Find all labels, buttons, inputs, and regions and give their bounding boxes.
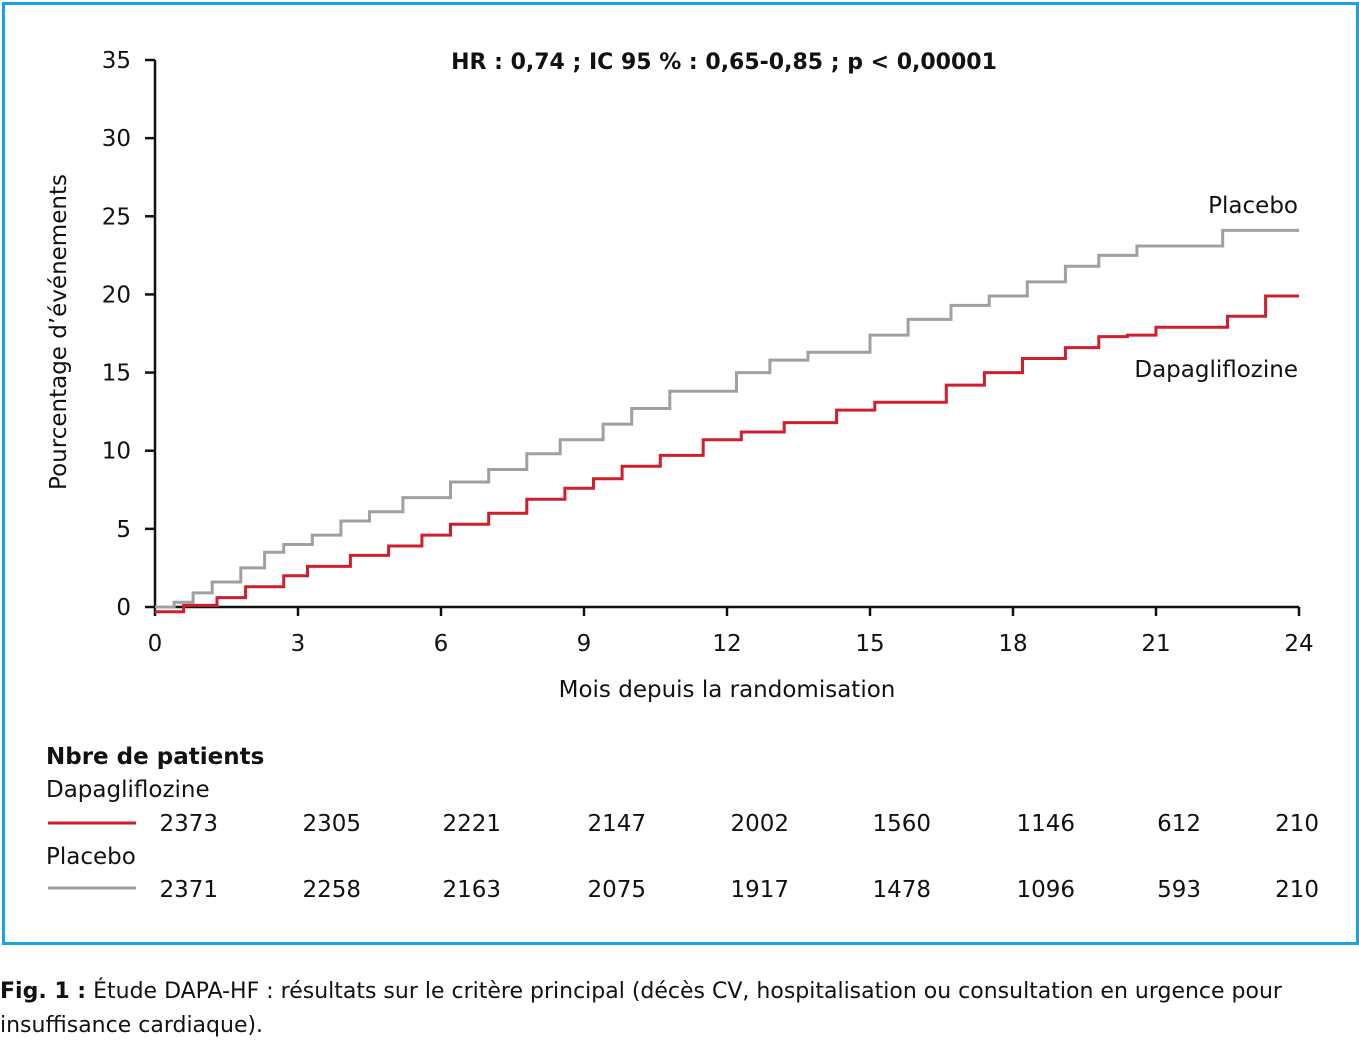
y-tick-label: 20 [102,282,131,308]
hazard-ratio-annotation: HR : 0,74 ; IC 95 % : 0,65-0,85 ; p < 0,… [451,50,997,75]
figure-caption: Fig. 1 : Étude DAPA-HF : résultats sur l… [0,975,1359,1043]
series-label-placebo: Placebo [1208,193,1298,219]
risk-row-name-placebo: Placebo [46,844,136,870]
x-tick-label: 6 [434,631,449,657]
risk-value: 2147 [587,811,646,837]
risk-value: 612 [1157,811,1201,837]
risk-value: 2305 [302,811,361,837]
y-tick-label: 25 [102,204,131,230]
chart-series [155,228,1299,614]
y-tick-label: 30 [102,126,131,152]
x-axis-title: Mois depuis la randomisation [559,677,896,703]
risk-table-title: Nbre de patients [46,744,264,770]
caption-text: Étude DAPA-HF : résultats sur le critère… [0,979,1282,1038]
y-tick-label: 35 [102,48,131,74]
x-tick-label: 12 [712,631,741,657]
risk-value: 1917 [730,877,789,903]
x-tick-label: 0 [148,631,163,657]
y-tick-label: 15 [102,361,131,387]
km-chart: 0 3 6 9 12 15 18 21 24 0 5 10 15 20 25 30 35 HR : 0,74 ;… [46,48,1319,903]
caption-label: Fig. 1 : [0,979,87,1004]
x-tick-label: 3 [291,631,306,657]
y-tick-label: 0 [116,595,131,621]
y-tick-label: 5 [116,517,131,543]
risk-value: 2075 [587,877,646,903]
risk-value: 2002 [730,811,789,837]
risk-value: 1560 [872,811,931,837]
risk-value: 2373 [159,811,218,837]
y-tick-label: 10 [102,439,131,465]
risk-value: 1096 [1016,877,1075,903]
risk-row-name-dapagliflozine: Dapagliflozine [46,777,210,803]
risk-value: 210 [1275,811,1319,837]
risk-value: 2258 [302,877,361,903]
risk-table: Nbre de patients Dapagliflozine Placebo … [46,744,1319,903]
series-line-placebo [155,228,1299,609]
x-tick-label: 15 [855,631,884,657]
risk-value: 593 [1157,877,1201,903]
chart-axes: 0 3 6 9 12 15 18 21 24 0 5 10 15 20 25 30 35 [102,48,1314,657]
risk-value: 2371 [159,877,218,903]
x-tick-label: 18 [998,631,1027,657]
risk-value: 210 [1275,877,1319,903]
risk-table-numbers: 2373 2305 2221 2147 2002 1560 1146 612 210 2371 22… [159,811,1319,903]
x-tick-label: 9 [577,631,592,657]
risk-value: 2221 [442,811,501,837]
series-line-dapagliflozine [155,294,1299,614]
x-tick-label: 21 [1141,631,1170,657]
risk-value: 1146 [1016,811,1075,837]
risk-value: 1478 [872,877,931,903]
series-label-dapagliflozine: Dapagliflozine [1134,357,1298,383]
x-tick-label: 24 [1284,631,1313,657]
figure-frame [2,2,1359,945]
risk-value: 2163 [442,877,501,903]
y-axis-title: Pourcentage d’événements [46,174,72,490]
